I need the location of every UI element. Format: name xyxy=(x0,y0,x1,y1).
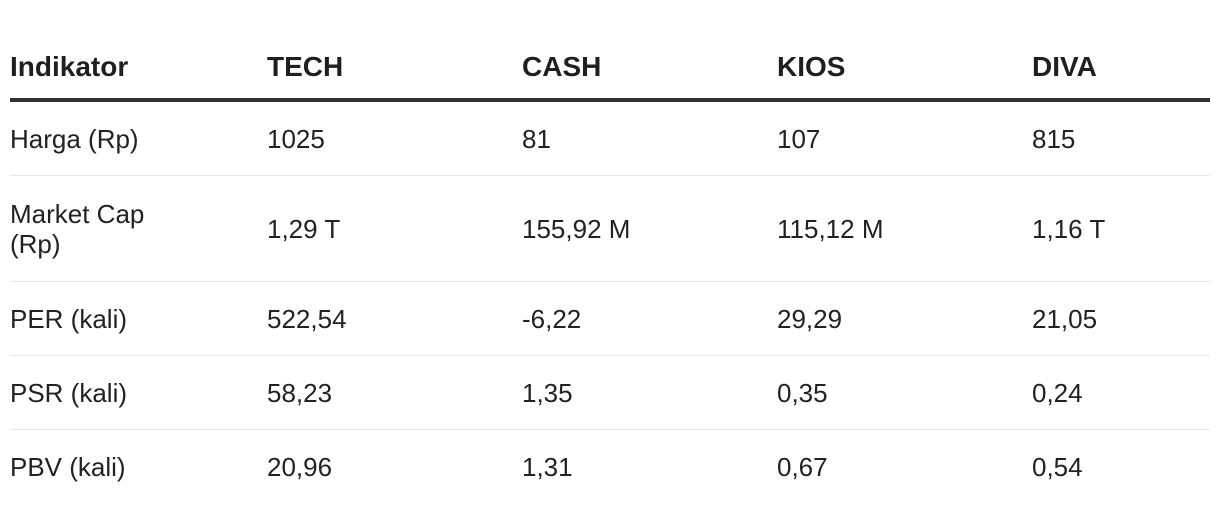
cell-kios: 115,12 M xyxy=(777,175,1032,282)
cell-tech: 20,96 xyxy=(267,451,333,482)
header-kios: KIOS xyxy=(777,36,1032,102)
table-row: PSR (kali) 58,23 1,35 0,35 0,24 xyxy=(10,355,1210,430)
row-label-text: Market Cap (Rp) xyxy=(10,198,145,259)
header-row: Indikator TECH CASH KIOS DIVA xyxy=(10,36,1210,102)
cell-kios: 0,35 xyxy=(777,355,1032,430)
row-label: Harga (Rp) xyxy=(10,100,267,176)
cell-cash: 1,31 xyxy=(522,451,573,482)
cell-cash: 81 xyxy=(522,100,777,176)
cell-tech: 1,29 T xyxy=(267,175,522,282)
row-label: PBV (kali) xyxy=(10,451,126,482)
cell-cash: 1,35 xyxy=(522,355,777,430)
header-indikator: Indikator xyxy=(10,36,267,102)
table-header: Indikator TECH CASH KIOS DIVA xyxy=(10,36,1210,102)
cell-tech: 58,23 xyxy=(267,355,522,430)
cell-kios: 29,29 xyxy=(777,281,1032,356)
cell-tech: 1025 xyxy=(267,100,522,176)
cell-cash: 155,92 M xyxy=(522,175,777,282)
comparison-table-container: Indikator TECH CASH KIOS DIVA Harga (Rp)… xyxy=(10,36,1210,503)
table-row: PBV (kali) 20,96 1,31 0,67 0,54 xyxy=(10,430,1210,504)
cell-diva: 1,16 T xyxy=(1032,175,1210,282)
row-label: Market Cap (Rp) xyxy=(10,175,267,282)
cell-kios: 107 xyxy=(777,100,1032,176)
cell-diva: 0,54 xyxy=(1032,451,1083,482)
row-label: PER (kali) xyxy=(10,281,267,356)
cell-kios: 0,67 xyxy=(777,451,828,482)
cell-tech: 522,54 xyxy=(267,281,522,356)
header-cash: CASH xyxy=(522,36,777,102)
table-body: Harga (Rp) 1025 81 107 815 Market Cap (R… xyxy=(10,100,1210,503)
cell-diva: 0,24 xyxy=(1032,355,1210,430)
header-tech: TECH xyxy=(267,36,522,102)
table-row: Harga (Rp) 1025 81 107 815 xyxy=(10,100,1210,176)
cell-diva: 815 xyxy=(1032,100,1210,176)
cell-cash: -6,22 xyxy=(522,281,777,356)
row-label: PSR (kali) xyxy=(10,355,267,430)
table-row: Market Cap (Rp) 1,29 T 155,92 M 115,12 M… xyxy=(10,175,1210,282)
stock-comparison-table: Indikator TECH CASH KIOS DIVA Harga (Rp)… xyxy=(10,36,1210,503)
cell-diva: 21,05 xyxy=(1032,281,1210,356)
table-row: PER (kali) 522,54 -6,22 29,29 21,05 xyxy=(10,281,1210,356)
header-diva: DIVA xyxy=(1032,36,1210,102)
